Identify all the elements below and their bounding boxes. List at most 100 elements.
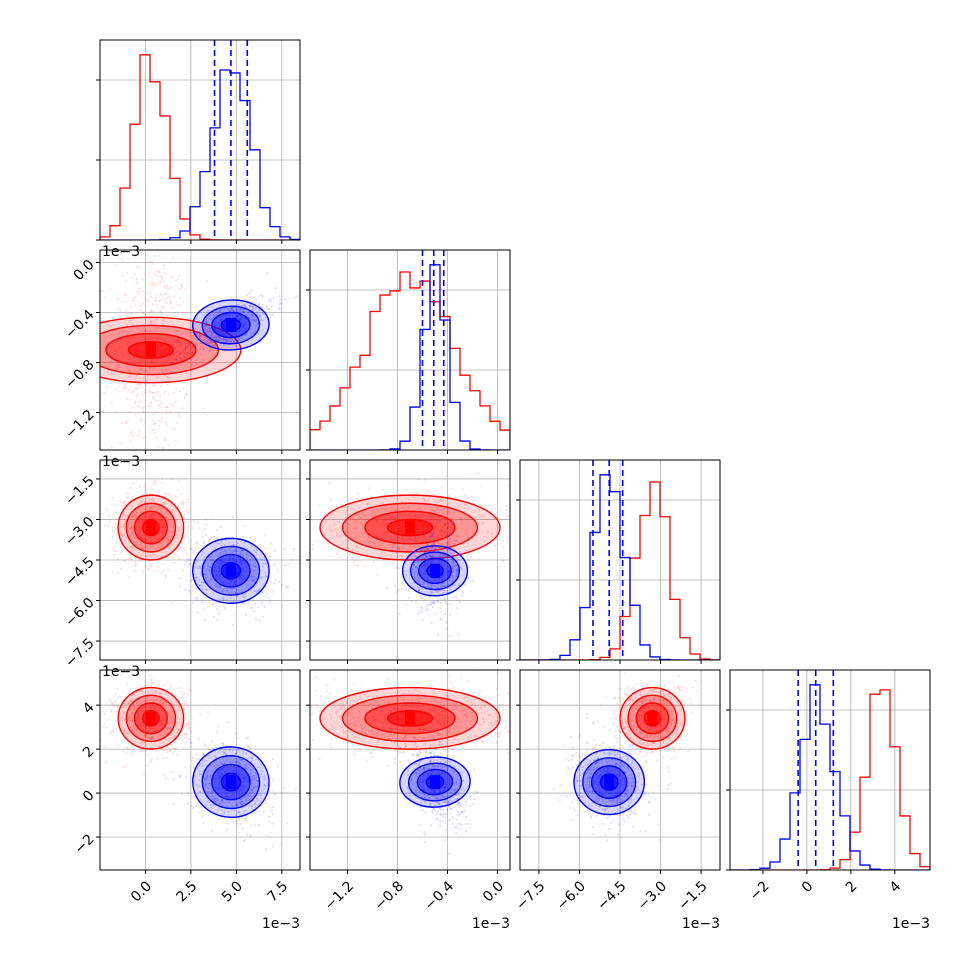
scatter-p0-p2-red-point xyxy=(173,508,176,511)
scatter-p1-p2-red-point xyxy=(491,509,494,512)
scatter-p0-p2-blue-point xyxy=(241,570,244,574)
scatter-p0-p3-blue-point xyxy=(231,749,234,752)
scatter-p0-p3-red-point xyxy=(102,726,105,729)
scatter-p0-p2-blue-point xyxy=(263,558,266,561)
scatter-p0-p2-red-point xyxy=(152,499,155,502)
scatter-p1-p3-red-point xyxy=(451,717,455,720)
scatter-p1-p2-blue-point xyxy=(397,548,401,551)
scatter-p1-p2-red-point xyxy=(443,507,446,510)
scatter-p0-p2-red-point xyxy=(147,516,150,519)
scatter-p1-p2-blue-point xyxy=(448,587,451,590)
scatter-p0-p3-blue-point xyxy=(219,768,222,771)
scatter-p0-p3-blue-point xyxy=(237,811,240,814)
scatter-p0-p3-blue-point xyxy=(249,795,252,798)
scatter-p0-p3-blue-point xyxy=(210,756,213,759)
scatter-p1-p2-blue-point xyxy=(429,520,432,523)
scatter-p1-p2-red-point xyxy=(404,503,407,506)
scatter-p0-p1-red-point xyxy=(131,340,134,343)
scatter-p0-p2-red-point xyxy=(148,564,151,567)
scatter-p0-p3-blue-point xyxy=(271,822,274,825)
scatter-p0-p3-red-point xyxy=(126,732,129,735)
scatter-p0-p3-blue-point xyxy=(241,827,244,831)
scatter-p0-p3-red-point xyxy=(114,727,117,731)
scatter-p0-p3-blue-point xyxy=(228,748,231,751)
scatter-p0-p3-red-point xyxy=(127,692,131,695)
scatter-p0-p1-blue-point xyxy=(202,348,205,351)
scatter-p0-p1-red-point xyxy=(152,398,155,401)
scatter-p0-p2-blue-point xyxy=(221,589,224,593)
scatter-p0-p1-red-point xyxy=(148,275,151,278)
scatter-p1-p2-blue-point xyxy=(433,561,437,564)
scatter-p0-p1-blue-point xyxy=(200,334,203,337)
scatter-p0-p1-blue-point xyxy=(241,337,244,340)
scatter-p1-p2-red-point xyxy=(409,539,412,542)
scatter-p0-p2-red-point xyxy=(161,501,164,504)
scatter-p0-p1-red-point xyxy=(161,402,164,405)
scatter-p0-p1-blue-point xyxy=(204,324,207,327)
scatter-p1-p2-blue-point xyxy=(432,602,435,605)
scatter-p0-p3-blue-point xyxy=(243,795,246,798)
scatter-p1-p3-red-point xyxy=(350,690,353,694)
scatter-p1-p2-red-point xyxy=(383,523,386,526)
scatter-p0-p1-red-point xyxy=(150,337,154,340)
scatter-p0-p3-red-point xyxy=(173,748,176,751)
scatter-p1-p2-blue-point xyxy=(452,561,455,565)
scatter-p0-p2-y-offset-label: 1e−3 xyxy=(102,454,140,470)
scatter-p1-p2-blue-point xyxy=(447,570,450,573)
scatter-p1-p2-red-point xyxy=(438,540,441,543)
scatter-p0-p1-blue-point xyxy=(279,307,282,311)
scatter-p0-p3-blue-point xyxy=(244,765,247,768)
scatter-p0-p1-red-point xyxy=(155,270,159,273)
scatter-p0-p2-red-point xyxy=(160,522,163,525)
scatter-p0-p2-red-point xyxy=(160,510,163,513)
scatter-p0-p3-red-point xyxy=(170,710,173,713)
scatter-p0-p2-blue-point xyxy=(226,581,229,584)
scatter-p1-p2-red-point xyxy=(446,510,449,513)
scatter-p0-p3-red-point xyxy=(177,721,180,724)
scatter-p1-p3-red-point xyxy=(405,727,409,730)
scatter-p1-p2-red-point xyxy=(397,546,400,549)
scatter-p0-p1-blue-point xyxy=(216,329,219,333)
scatter-p0-p2-blue-point xyxy=(239,561,243,564)
scatter-p0-p2-blue-point xyxy=(209,558,213,562)
scatter-p0-p3-red-contour xyxy=(117,686,185,750)
scatter-p0-p2-blue-point xyxy=(254,618,258,621)
scatter-p1-p2-blue-point xyxy=(448,635,451,638)
scatter-p0-p2-red-point xyxy=(156,504,160,508)
scatter-p0-p2-blue-point xyxy=(248,554,252,557)
scatter-p1-p2-red-point xyxy=(390,496,393,499)
scatter-p0-p2-red-point xyxy=(176,496,179,499)
scatter-p1-p2-red-point xyxy=(456,534,459,538)
scatter-p1-p2-blue-point xyxy=(453,565,456,568)
scatter-p1-p2-blue-point xyxy=(425,607,429,611)
scatter-p0-p3-blue-point xyxy=(266,783,269,786)
scatter-p1-p3-red-point xyxy=(386,678,389,681)
scatter-p0-p2-blue-point xyxy=(220,560,223,563)
scatter-p0-p1-red-point xyxy=(171,356,174,359)
scatter-p0-p1-red-point xyxy=(151,429,154,432)
scatter-p0-p2-blue-point xyxy=(198,584,202,587)
hist-p3-border xyxy=(729,669,931,871)
scatter-p0-p2-blue-point xyxy=(233,581,236,584)
scatter-p0-p1-red-point xyxy=(154,399,157,402)
scatter-p0-p2-blue-point xyxy=(196,598,199,601)
scatter-p0-p3-blue-point xyxy=(244,809,247,812)
scatter-p1-p2-red-point xyxy=(381,523,384,526)
scatter-p1-p2-red-point xyxy=(335,532,339,535)
scatter-p1-p2-blue-point xyxy=(464,583,467,587)
scatter-p0-p2-blue-point xyxy=(201,584,204,587)
scatter-p0-p2-red-point xyxy=(153,479,156,482)
scatter-p1-p3-red-point xyxy=(422,728,425,731)
scatter-p0-p3-blue-point xyxy=(235,760,238,764)
scatter-p1-p3-red-point xyxy=(341,731,345,734)
scatter-p0-p3-red-point xyxy=(165,727,169,730)
scatter-p1-p2-blue-point xyxy=(448,603,451,606)
scatter-p0-p3-blue-point xyxy=(214,800,218,804)
scatter-p0-p1-red-point xyxy=(179,287,183,290)
scatter-p1-p2-red-point xyxy=(353,536,356,539)
scatter-p0-p1-red-contour xyxy=(105,332,197,368)
scatter-p0-p3-blue-point xyxy=(202,822,205,825)
scatter-p1-p2-blue-point xyxy=(422,574,425,577)
scatter-p1-p2-blue-point xyxy=(417,576,420,580)
scatter-p0-p3-red-point xyxy=(185,713,189,716)
